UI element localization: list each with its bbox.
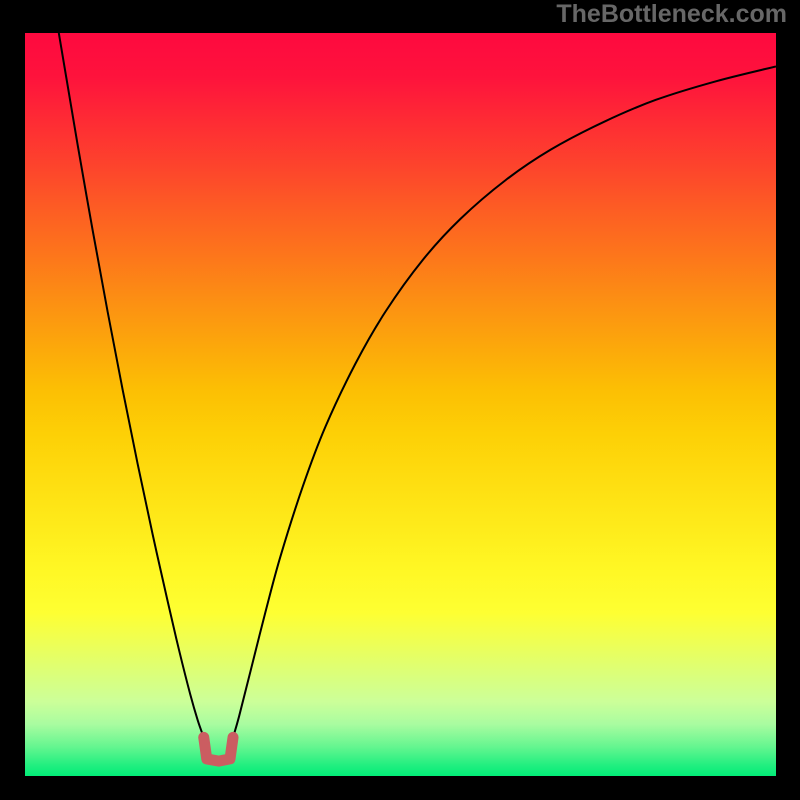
chart-svg bbox=[25, 33, 776, 776]
chart-background-gradient bbox=[25, 33, 776, 776]
watermark-text: TheBottleneck.com bbox=[556, 0, 787, 29]
chart-plot-area bbox=[25, 33, 776, 776]
